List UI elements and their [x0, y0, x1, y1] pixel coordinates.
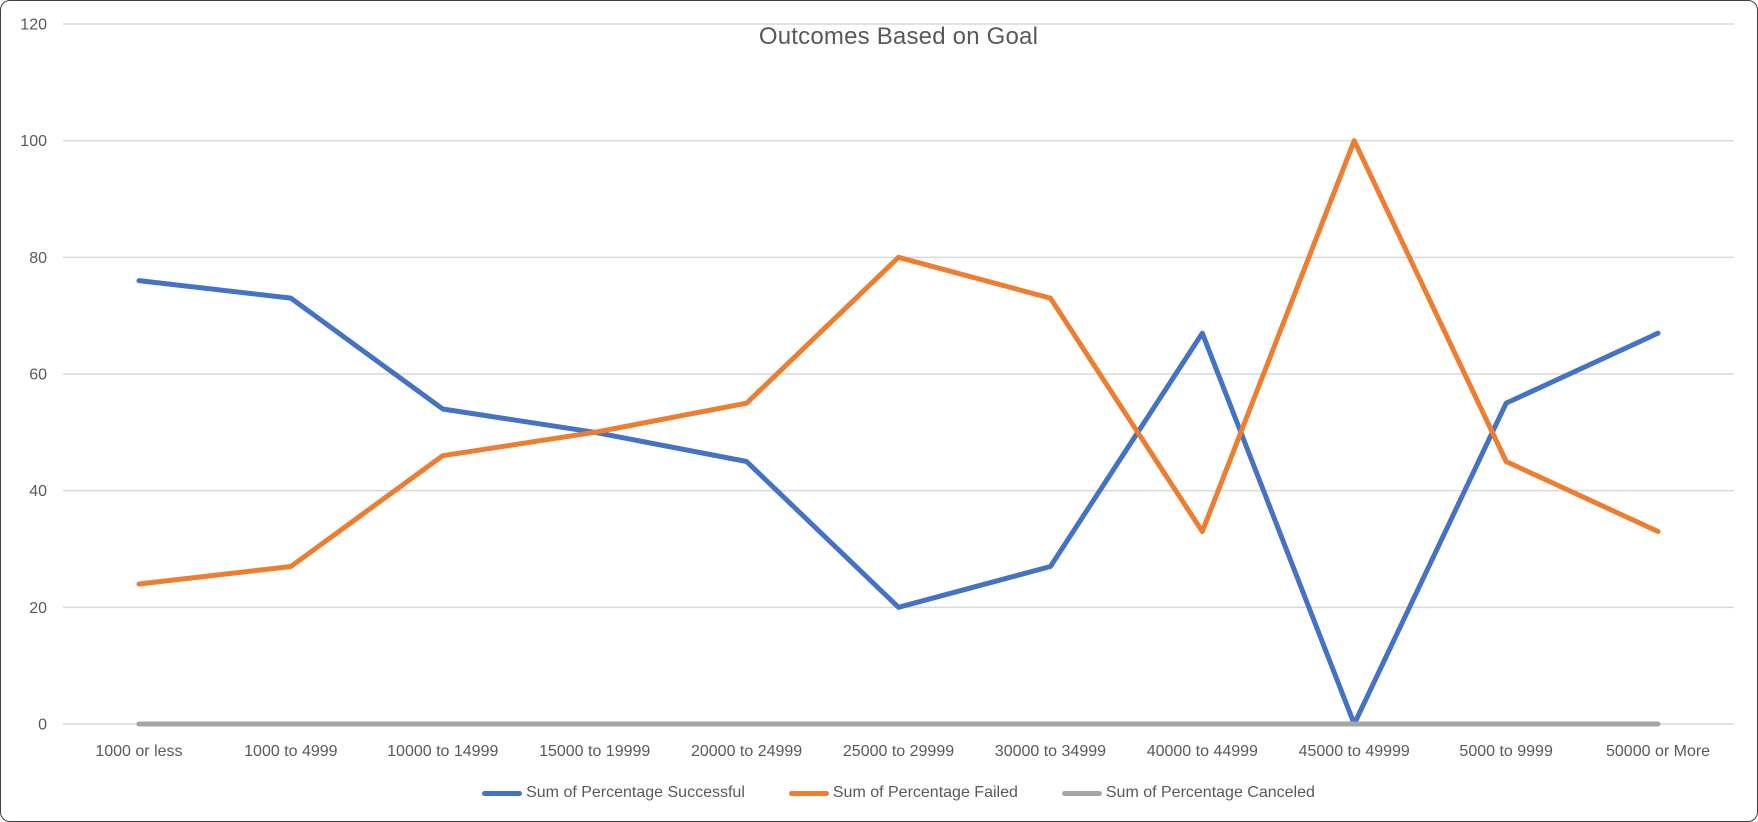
legend-item-sum-of-percentage-canceled: Sum of Percentage Canceled [1061, 784, 1315, 802]
series-line-sum-of-percentage-failed [136, 138, 1661, 587]
legend-line-marker-sum-of-percentage-successful [482, 790, 523, 796]
x-axis-category-label: 1000 to 4999 [244, 743, 338, 760]
legend-item-sum-of-percentage-failed: Sum of Percentage Failed [788, 784, 1018, 802]
y-axis-tick-label: 60 [29, 367, 47, 384]
legend-label: Sum of Percentage Successful [526, 784, 745, 801]
x-axis-category-label: 10000 to 14999 [387, 743, 498, 760]
chart-title: Outcomes Based on Goal [758, 23, 1039, 50]
legend-label: Sum of Percentage Failed [832, 784, 1018, 801]
legend-item-sum-of-percentage-successful: Sum of Percentage Successful [482, 784, 745, 802]
x-axis-category-label: 50000 or More [1606, 743, 1710, 760]
legend-line-marker-sum-of-percentage-failed [788, 790, 829, 796]
x-axis-category-label: 5000 to 9999 [1459, 743, 1553, 760]
y-axis-tick-label: 80 [29, 250, 47, 267]
x-axis-category-label: 40000 to 44999 [1147, 743, 1258, 760]
x-axis-category-label: 1000 or less [95, 743, 182, 760]
x-axis-category-label: 15000 to 19999 [539, 743, 650, 760]
series-line-sum-of-percentage-successful [136, 278, 1661, 727]
chart-legend: Sum of Percentage Successful Sum of Perce… [63, 780, 1734, 806]
legend-label: Sum of Percentage Canceled [1105, 784, 1315, 801]
x-axis-category-label: 30000 to 34999 [995, 743, 1106, 760]
y-axis-tick-label: 120 [20, 17, 47, 34]
x-axis-category-label: 20000 to 24999 [691, 743, 802, 760]
x-axis-category-label: 45000 to 49999 [1299, 743, 1410, 760]
x-axis-category-label: 25000 to 29999 [843, 743, 954, 760]
y-axis-tick-label: 40 [29, 483, 47, 500]
legend-line-marker-sum-of-percentage-canceled [1061, 790, 1102, 796]
y-axis-tick-label: 20 [29, 600, 47, 617]
y-axis-tick-label: 0 [38, 717, 47, 734]
y-axis-tick-label: 100 [20, 133, 47, 150]
